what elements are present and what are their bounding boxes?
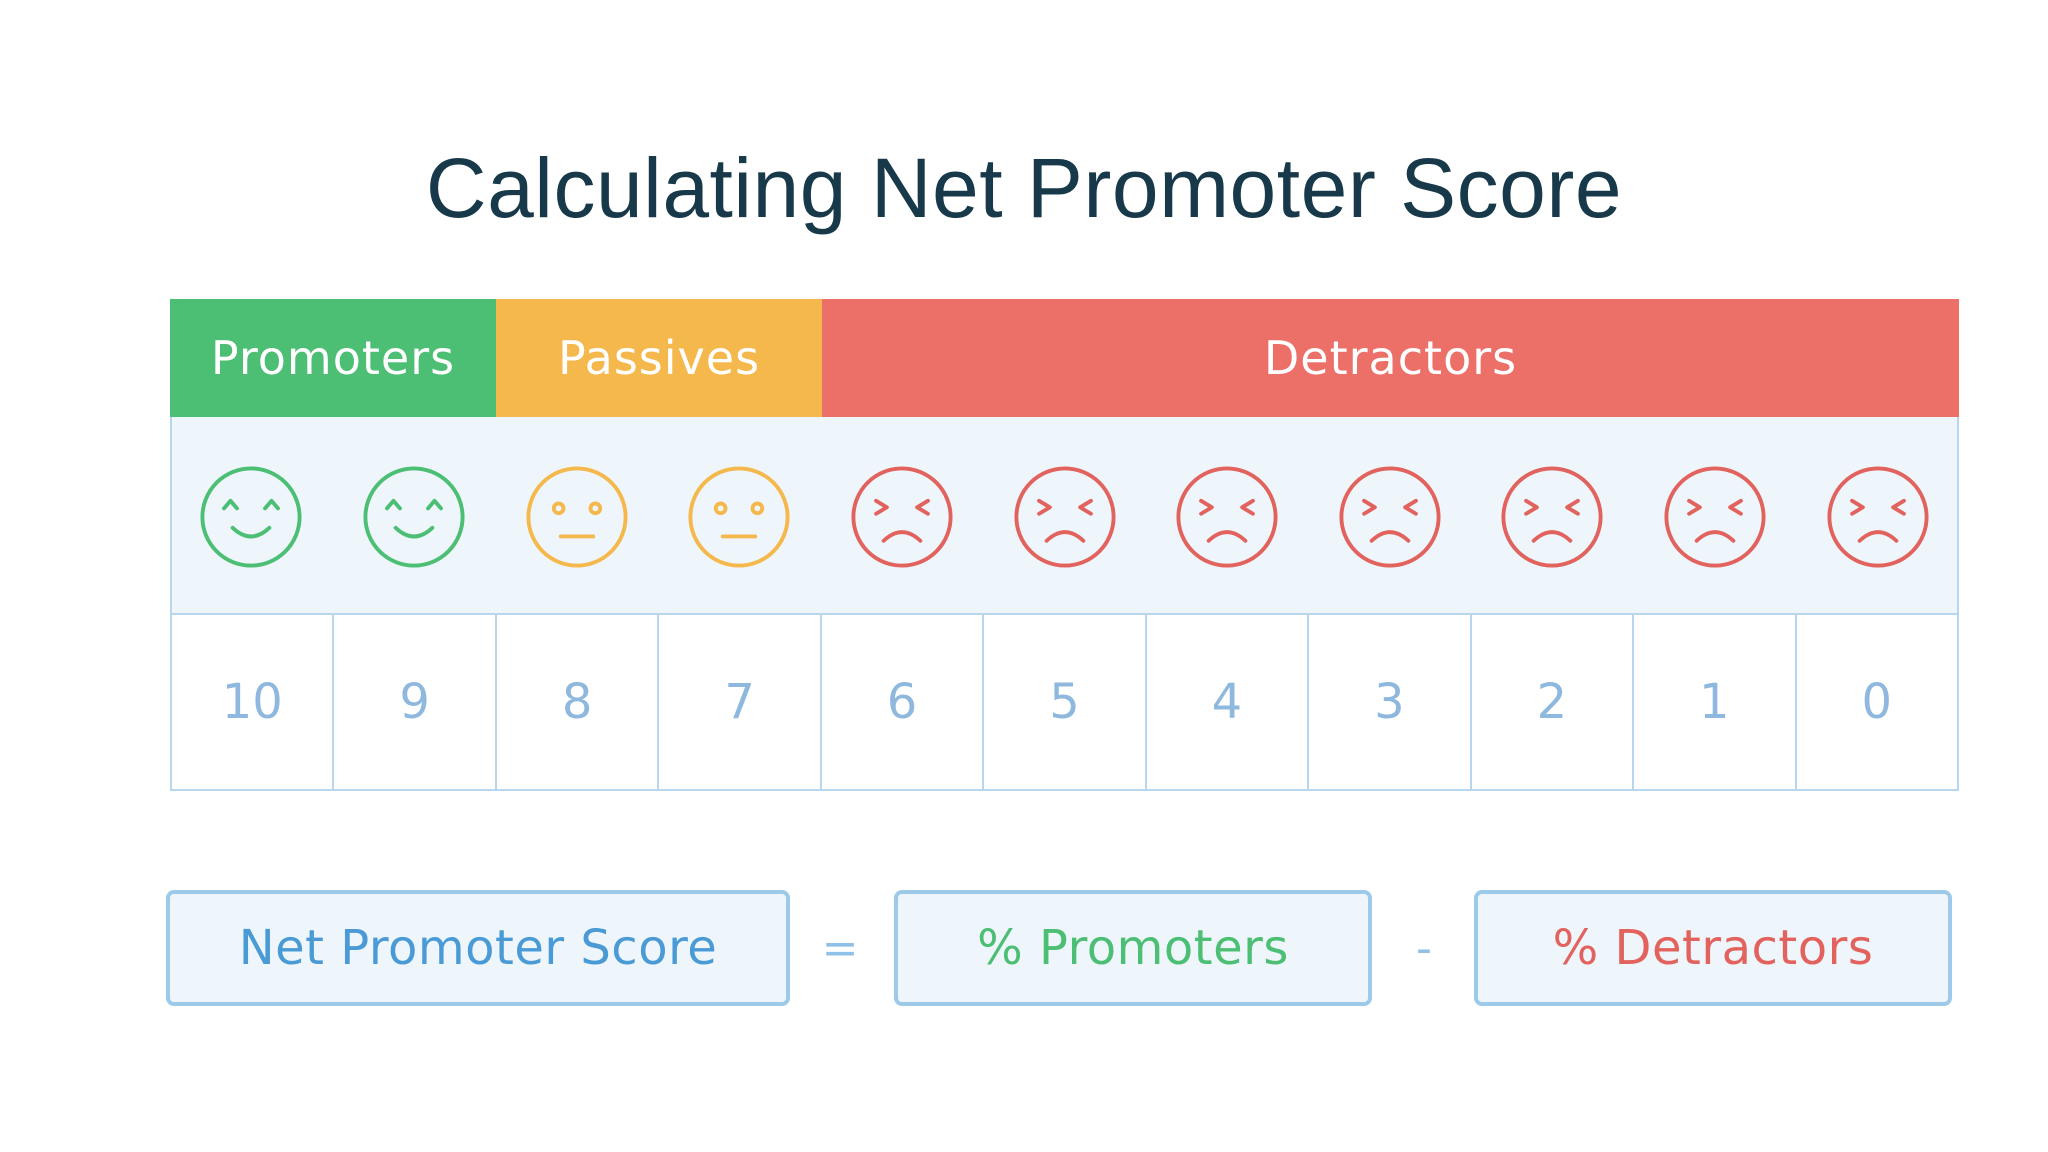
formula-promoters-box: % Promoters: [894, 890, 1372, 1006]
category-detractors: Detractors: [822, 299, 1959, 417]
score-cell: 1: [1634, 615, 1797, 791]
sad-face-icon: [1664, 466, 1766, 568]
formula-minus: -: [1416, 922, 1432, 974]
sad-face-icon: [851, 466, 953, 568]
sad-face-icon: [1013, 466, 1116, 568]
formula-result-box: Net Promoter Score: [166, 890, 790, 1006]
score-cell: 6: [821, 615, 985, 791]
neutral-face-icon: [526, 466, 628, 568]
sad-face-icon: [1339, 466, 1441, 568]
formula-equals: =: [821, 922, 859, 974]
happy-face-icon: [363, 466, 465, 568]
formula-result-label: Net Promoter Score: [238, 920, 718, 976]
category-passives-label: Passives: [557, 331, 761, 385]
category-promoters-label: Promoters: [210, 331, 456, 385]
score-cell: 4: [1146, 615, 1310, 791]
happy-face-icon: [200, 466, 302, 568]
score-cell: 8: [496, 615, 660, 791]
score-cell: 2: [1471, 615, 1635, 791]
category-passives: Passives: [496, 299, 822, 417]
score-cell: 10: [172, 615, 335, 791]
formula-promoters-label: % Promoters: [977, 920, 1289, 976]
sad-face-icon: [1176, 466, 1278, 568]
score-cell: 7: [659, 615, 822, 791]
score-cell: 9: [334, 615, 497, 791]
category-detractors-label: Detractors: [1263, 331, 1518, 385]
score-cell: 0: [1796, 615, 1959, 791]
formula-detractors-label: % Detractors: [1552, 920, 1874, 976]
sad-face-icon: [1827, 466, 1929, 568]
category-promoters: Promoters: [170, 299, 496, 417]
faces-row: [170, 417, 1959, 615]
formula-detractors-box: % Detractors: [1474, 890, 1952, 1006]
score-cell: 5: [984, 615, 1147, 791]
page-title: Calculating Net Promoter Score: [425, 141, 1623, 235]
scores-row: 10 9 8 7 6 5 4 3 2 1 0: [170, 615, 1959, 791]
neutral-face-icon: [688, 466, 790, 568]
sad-face-icon: [1501, 466, 1603, 568]
score-cell: 3: [1309, 615, 1472, 791]
